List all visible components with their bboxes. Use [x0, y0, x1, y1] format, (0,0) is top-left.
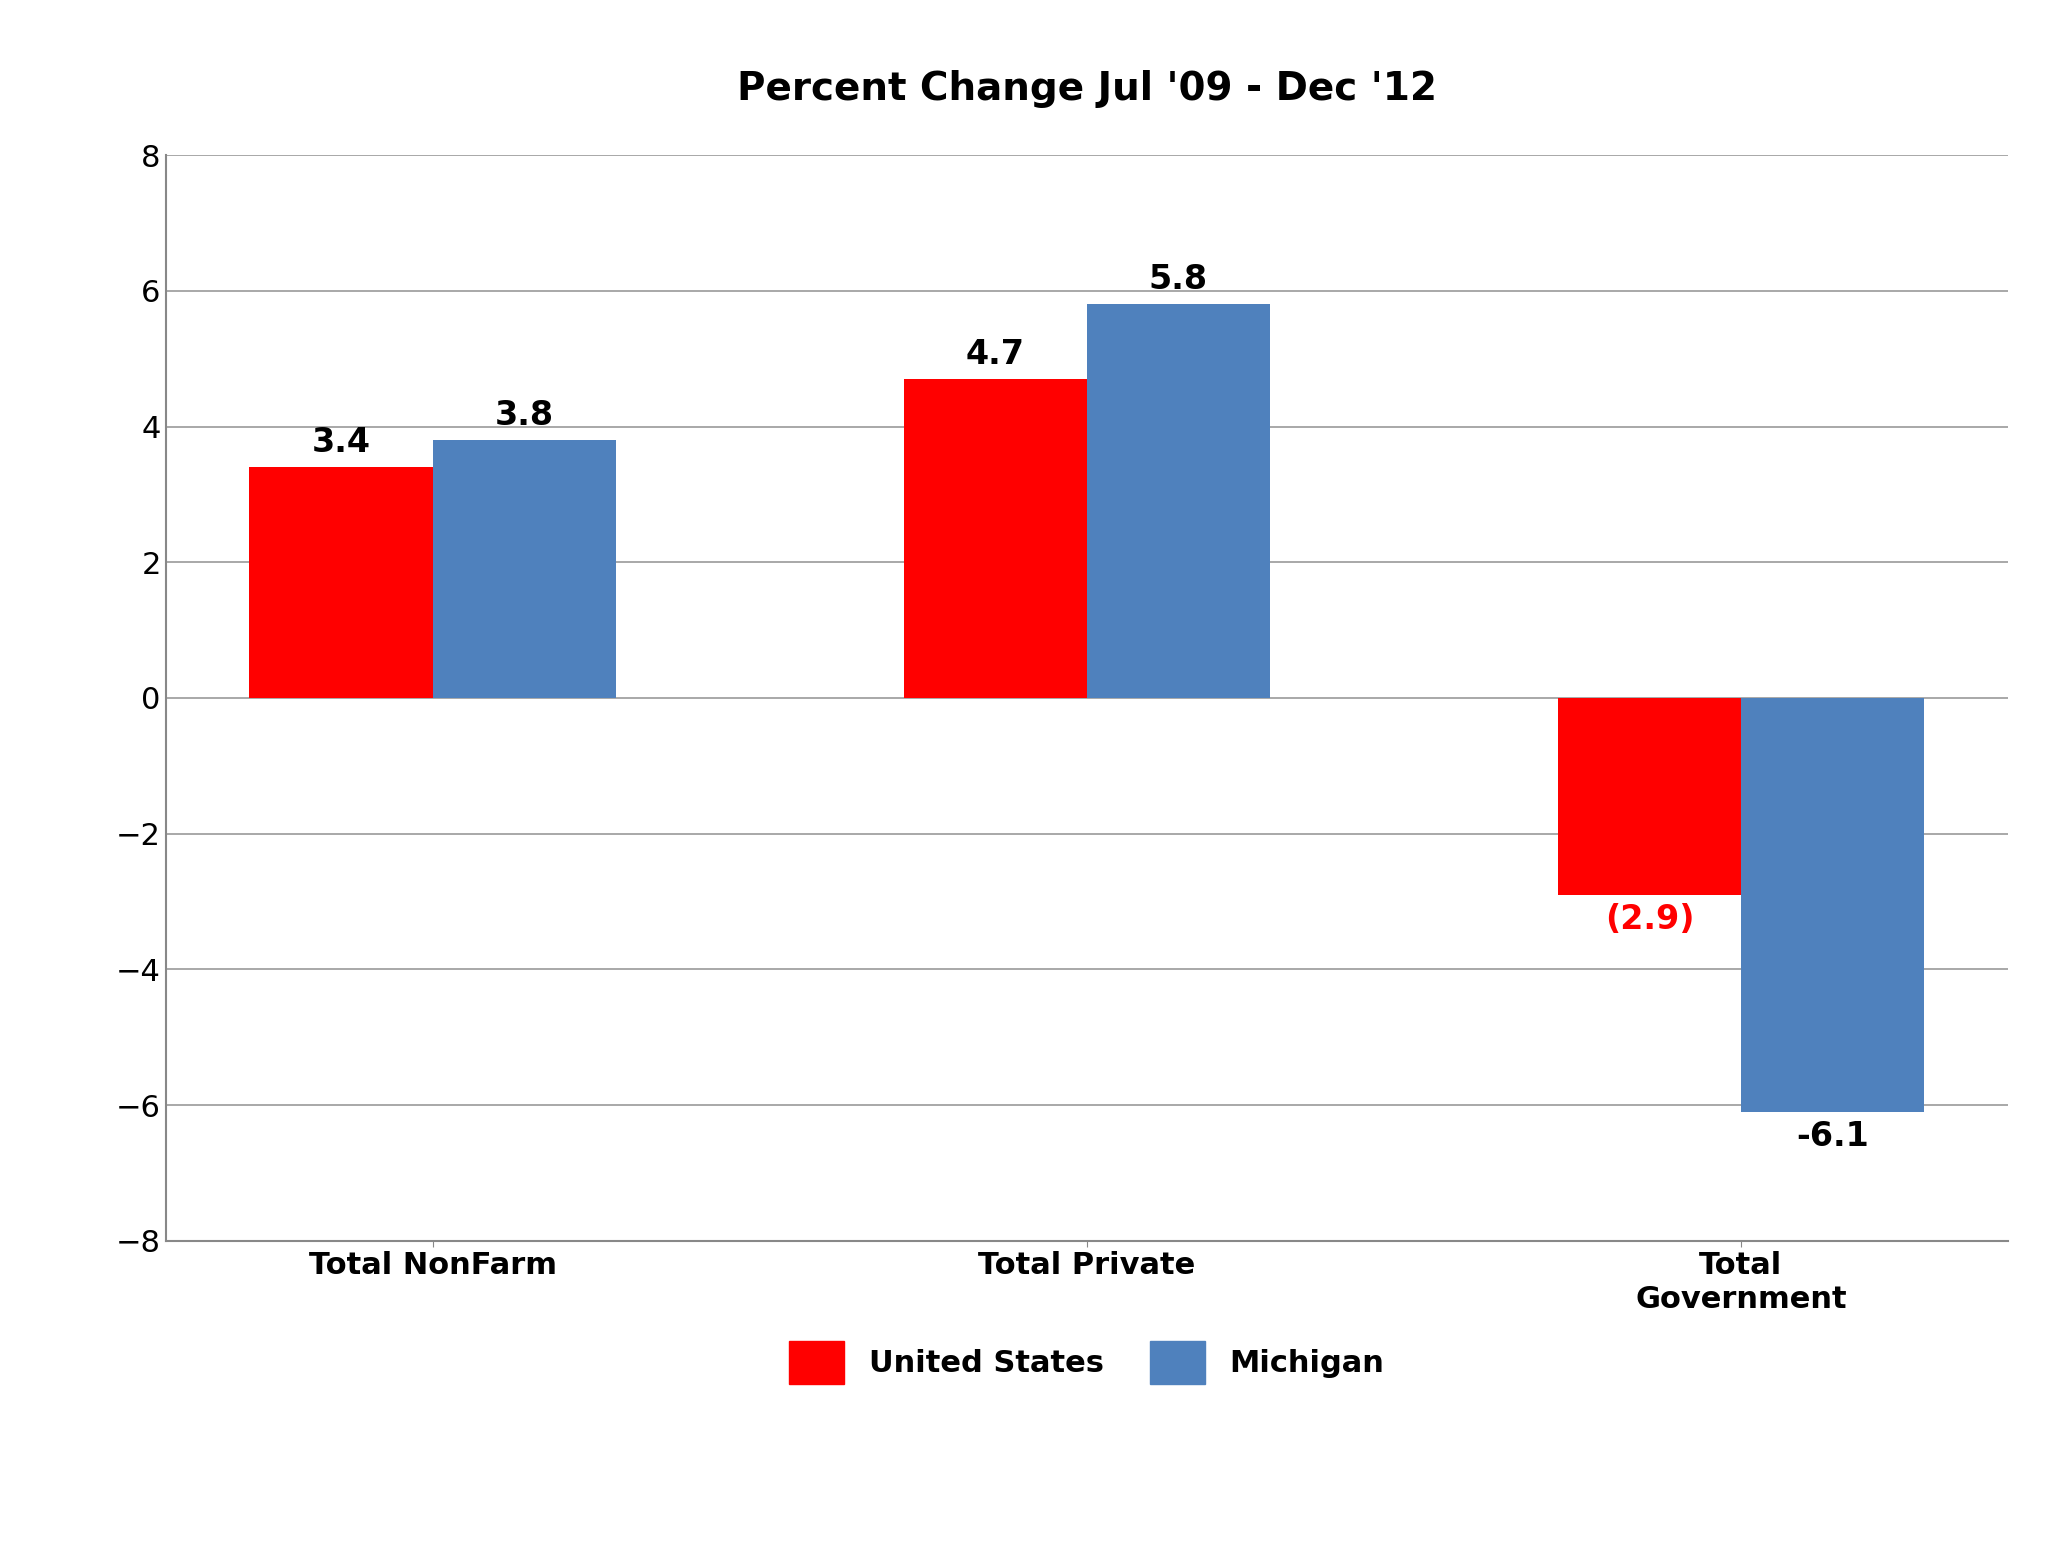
Text: 3.8: 3.8: [495, 399, 553, 431]
Text: 5.8: 5.8: [1149, 264, 1209, 296]
Bar: [248, 467, 433, 698]
Text: -6.1: -6.1: [1797, 1120, 1869, 1152]
Bar: [1087, 304, 1269, 698]
Bar: [1559, 698, 1741, 895]
Bar: [1741, 698, 1925, 1112]
Bar: [905, 378, 1087, 698]
Text: 4.7: 4.7: [967, 338, 1025, 371]
Text: 3.4: 3.4: [310, 427, 371, 459]
Bar: [433, 440, 615, 698]
Text: (2.9): (2.9): [1604, 903, 1693, 935]
Title: Percent Change Jul '09 - Dec '12: Percent Change Jul '09 - Dec '12: [737, 70, 1437, 107]
Legend: United States, Michigan: United States, Michigan: [774, 1326, 1399, 1399]
